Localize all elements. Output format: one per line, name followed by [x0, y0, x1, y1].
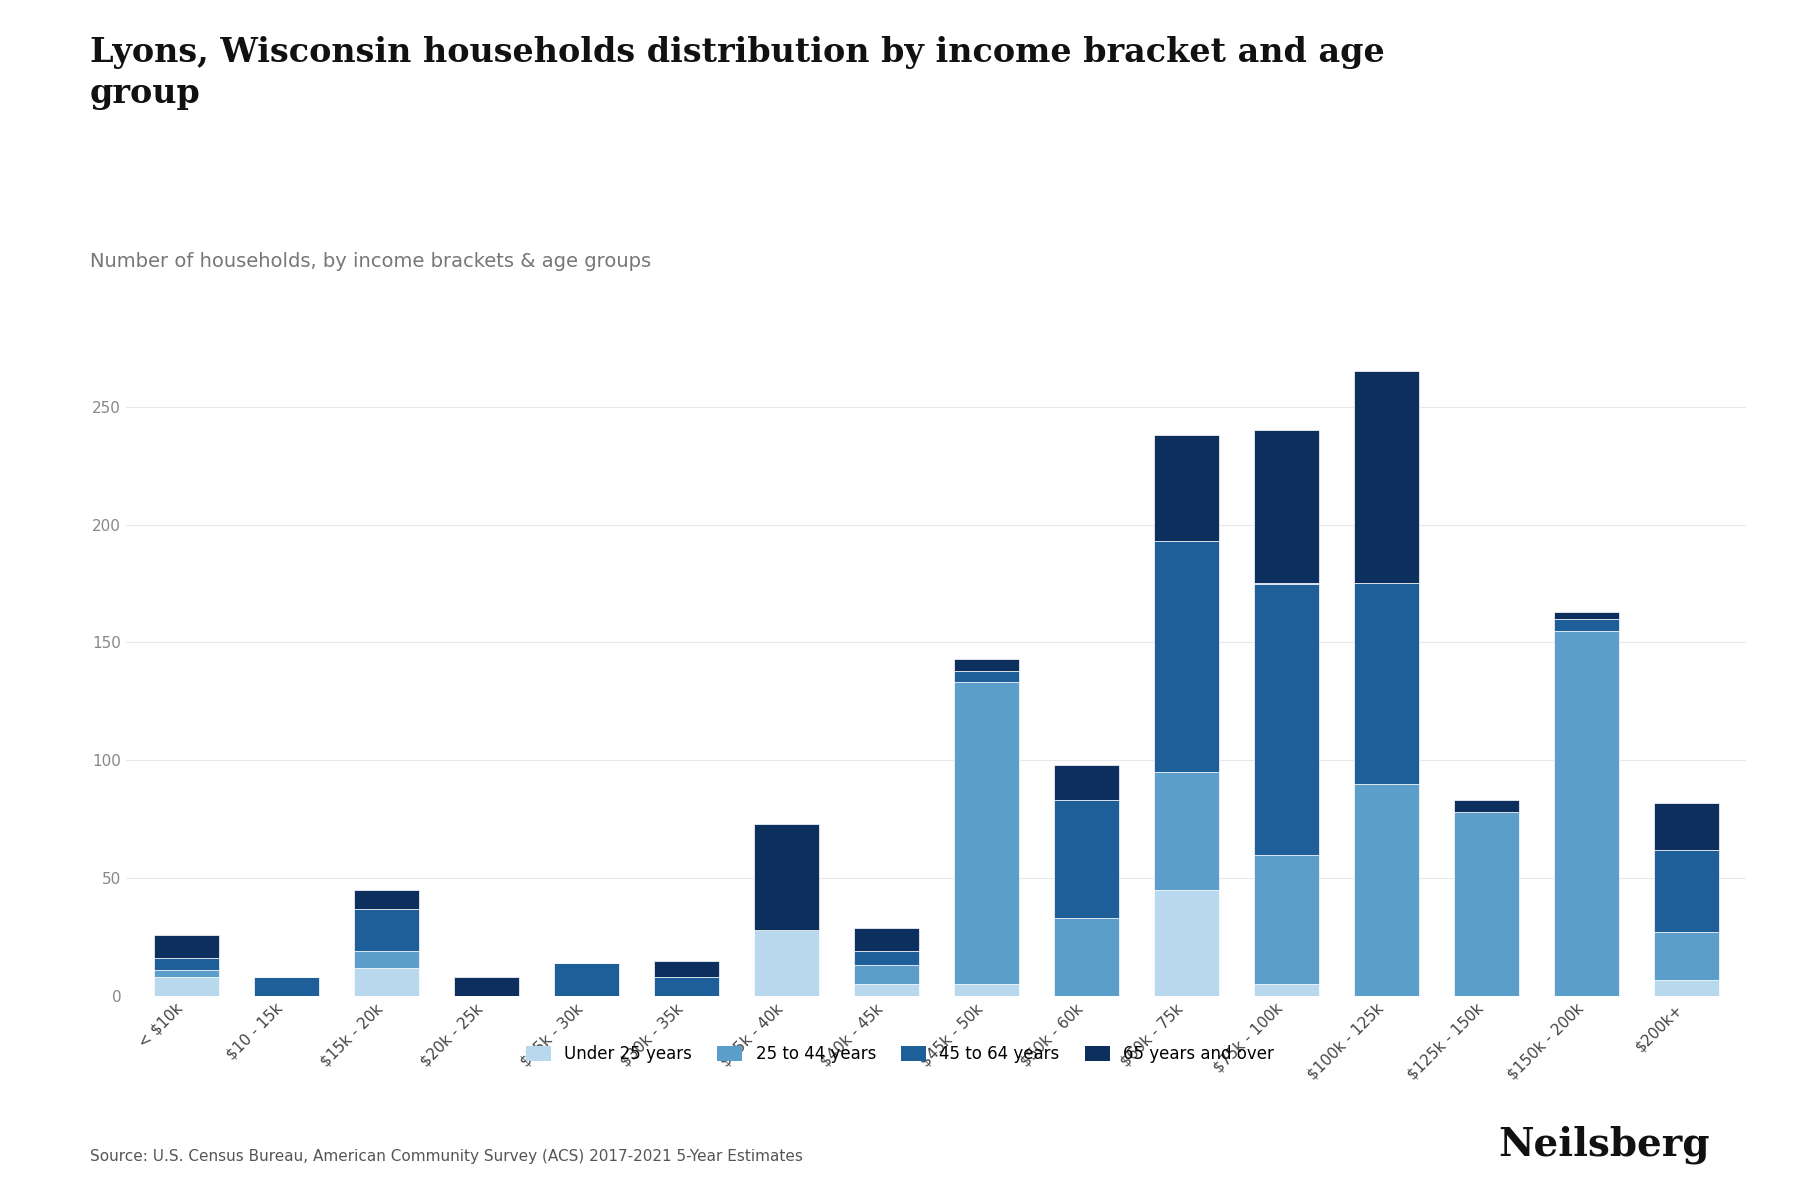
Bar [1154, 541, 1219, 772]
Bar [1354, 371, 1418, 583]
Bar [1354, 784, 1418, 996]
Bar [754, 824, 819, 930]
Bar [853, 928, 918, 952]
Text: Lyons, Wisconsin households distribution by income bracket and age
group: Lyons, Wisconsin households distribution… [90, 36, 1384, 109]
Bar [954, 683, 1019, 984]
Bar [153, 935, 218, 959]
Bar [1354, 583, 1418, 784]
Bar [1053, 766, 1118, 800]
Bar [853, 965, 918, 984]
Bar [353, 908, 418, 952]
Bar [1053, 800, 1118, 918]
Bar [1154, 890, 1219, 996]
Bar [153, 959, 218, 970]
Bar [1253, 583, 1318, 854]
Bar [153, 977, 218, 996]
Bar [353, 952, 418, 967]
Bar [1253, 431, 1318, 583]
Legend: Under 25 years, 25 to 44 years, 45 to 64 years, 65 years and over: Under 25 years, 25 to 44 years, 45 to 64… [518, 1037, 1282, 1072]
Bar [653, 961, 718, 977]
Bar [653, 977, 718, 996]
Bar [754, 930, 819, 996]
Bar [1253, 854, 1318, 984]
Bar [1053, 918, 1118, 996]
Text: Neilsberg: Neilsberg [1498, 1126, 1710, 1164]
Bar [1553, 631, 1618, 996]
Bar [554, 962, 619, 996]
Bar [153, 970, 218, 977]
Bar [353, 967, 418, 996]
Bar [1553, 612, 1618, 619]
Bar [1454, 800, 1519, 812]
Bar [454, 977, 518, 996]
Bar [1654, 850, 1719, 932]
Bar [1654, 803, 1719, 850]
Bar [954, 671, 1019, 683]
Bar [1553, 619, 1618, 631]
Bar [1654, 932, 1719, 979]
Bar [954, 984, 1019, 996]
Bar [853, 952, 918, 965]
Bar [1454, 812, 1519, 996]
Bar [954, 659, 1019, 671]
Bar [1154, 434, 1219, 541]
Bar [1253, 984, 1318, 996]
Bar [853, 984, 918, 996]
Text: Source: U.S. Census Bureau, American Community Survey (ACS) 2017-2021 5-Year Est: Source: U.S. Census Bureau, American Com… [90, 1150, 803, 1164]
Bar [353, 890, 418, 908]
Bar [1654, 979, 1719, 996]
Bar [1154, 772, 1219, 890]
Bar [254, 977, 319, 996]
Text: Number of households, by income brackets & age groups: Number of households, by income brackets… [90, 252, 652, 271]
